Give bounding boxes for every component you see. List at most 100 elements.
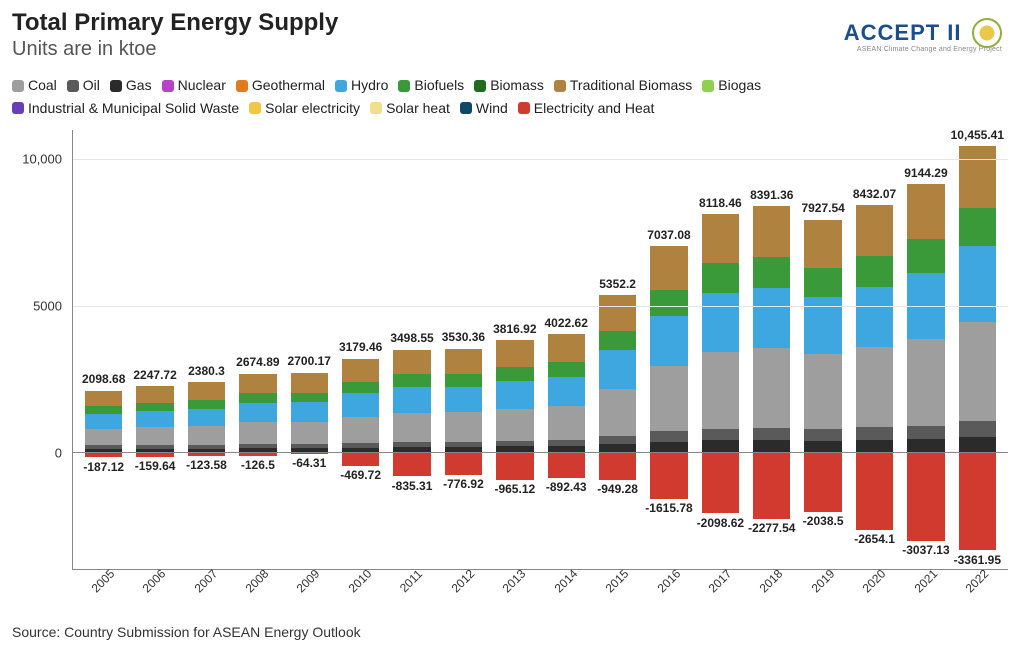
legend: CoalOilGasNuclearGeothermalHydroBiofuels…	[12, 75, 912, 120]
x-tick-label: 2009	[294, 567, 323, 596]
bar-segment	[548, 406, 585, 440]
bar-top-label: 7927.54	[801, 201, 844, 215]
bar-segment	[393, 442, 430, 447]
bar-segment	[239, 444, 276, 448]
x-tick-label: 2014	[551, 567, 580, 596]
bar-bottom-label: -2277.54	[748, 521, 795, 535]
bar-segment	[445, 349, 482, 374]
legend-swatch	[398, 80, 410, 92]
bar-segment	[753, 428, 790, 440]
bar-bottom-label: -892.43	[546, 480, 587, 494]
y-tick-label: 10,000	[22, 152, 62, 167]
legend-item: Nuclear	[162, 75, 226, 96]
bar-segment	[136, 386, 173, 403]
bar-bottom-label: -965.12	[494, 482, 535, 496]
legend-label: Hydro	[351, 75, 388, 96]
bar-top-label: 2674.89	[236, 355, 279, 369]
legend-item: Gas	[110, 75, 152, 96]
legend-label: Solar electricity	[265, 98, 360, 119]
bar-top-label: 8391.36	[750, 188, 793, 202]
logo: ACCEPT II ASEAN Climate Change and Energ…	[844, 18, 1002, 53]
bar-segment	[753, 348, 790, 428]
bar-bottom-label: -469.72	[340, 468, 381, 482]
legend-swatch	[110, 80, 122, 92]
legend-item: Biomass	[474, 75, 544, 96]
bar-segment	[188, 400, 225, 409]
bar-bottom-label: -835.31	[392, 479, 433, 493]
bar-segment	[804, 220, 841, 268]
bar-segment	[702, 293, 739, 352]
legend-item: Wind	[460, 98, 508, 119]
bar-bottom-label: -3361.95	[954, 553, 1001, 567]
bar-segment	[650, 316, 687, 367]
bar-segment	[907, 339, 944, 426]
bar-segment	[291, 393, 328, 403]
bar-segment	[548, 440, 585, 446]
bar-column: 3498.55-835.31	[389, 130, 434, 569]
bar-segment	[650, 246, 687, 290]
legend-item: Industrial & Municipal Solid Waste	[12, 98, 239, 119]
bar-segment	[136, 411, 173, 427]
legend-swatch	[370, 102, 382, 114]
bar-bottom-label: -159.64	[135, 459, 176, 473]
bar-top-label: 3530.36	[442, 330, 485, 344]
bar-segment	[856, 347, 893, 427]
legend-swatch	[236, 80, 248, 92]
bar-segment	[188, 445, 225, 449]
bar-segment	[85, 445, 122, 449]
bar-segment	[753, 440, 790, 452]
x-tick-label: 2011	[397, 567, 425, 595]
legend-label: Oil	[83, 75, 100, 96]
bar-segment	[239, 403, 276, 422]
bar-segment	[85, 429, 122, 445]
x-tick-label: 2022	[963, 567, 992, 596]
bar-segment	[804, 441, 841, 452]
bar-segment	[702, 214, 739, 263]
bar-segment	[753, 257, 790, 288]
bar-segment	[804, 268, 841, 297]
bar-segment	[856, 287, 893, 348]
legend-item: Coal	[12, 75, 57, 96]
bar-segment	[85, 406, 122, 414]
bar-column: 3816.92 -965.12	[492, 130, 537, 569]
bar-bottom-label: -123.58	[186, 458, 227, 472]
source-text: Source: Country Submission for ASEAN Ene…	[12, 624, 361, 640]
bar-top-label: 2380.3	[188, 364, 225, 378]
bar-segment	[136, 427, 173, 445]
legend-label: Coal	[28, 75, 57, 96]
bar-segment	[959, 146, 996, 208]
bar-bottom-label: -1615.78	[645, 501, 692, 515]
bar-segment	[445, 442, 482, 447]
legend-swatch	[249, 102, 261, 114]
x-tick-label: 2015	[603, 567, 632, 596]
legend-swatch	[554, 80, 566, 92]
legend-label: Wind	[476, 98, 508, 119]
bar-segment	[907, 239, 944, 273]
x-tick-label: 2008	[243, 567, 272, 596]
bar-segment	[959, 246, 996, 321]
legend-item: Geothermal	[236, 75, 325, 96]
grid-line	[73, 159, 1008, 160]
bar-column: 2674.89-126.5	[235, 130, 280, 569]
bar-segment	[804, 452, 841, 512]
bar-segment	[342, 359, 379, 382]
bar-bottom-label: -187.12	[83, 460, 124, 474]
legend-label: Industrial & Municipal Solid Waste	[28, 98, 239, 119]
logo-text: ACCEPT II	[844, 20, 962, 46]
legend-swatch	[335, 80, 347, 92]
bar-segment	[342, 443, 379, 448]
legend-item: Solar heat	[370, 98, 450, 119]
x-tick-label: 2018	[757, 567, 786, 596]
bar-segment	[599, 452, 636, 480]
bar-top-label: 3816.92	[493, 322, 536, 336]
bar-column: 2247.72-159.64	[132, 130, 177, 569]
bar-segment	[959, 322, 996, 422]
bar-segment	[907, 439, 944, 452]
y-tick-label: 5000	[33, 299, 62, 314]
bar-column: 4022.62-892.43	[544, 130, 589, 569]
legend-swatch	[518, 102, 530, 114]
bar-segment	[85, 391, 122, 407]
legend-item: Solar electricity	[249, 98, 360, 119]
bar-segment	[650, 442, 687, 452]
bar-segment	[496, 381, 533, 409]
